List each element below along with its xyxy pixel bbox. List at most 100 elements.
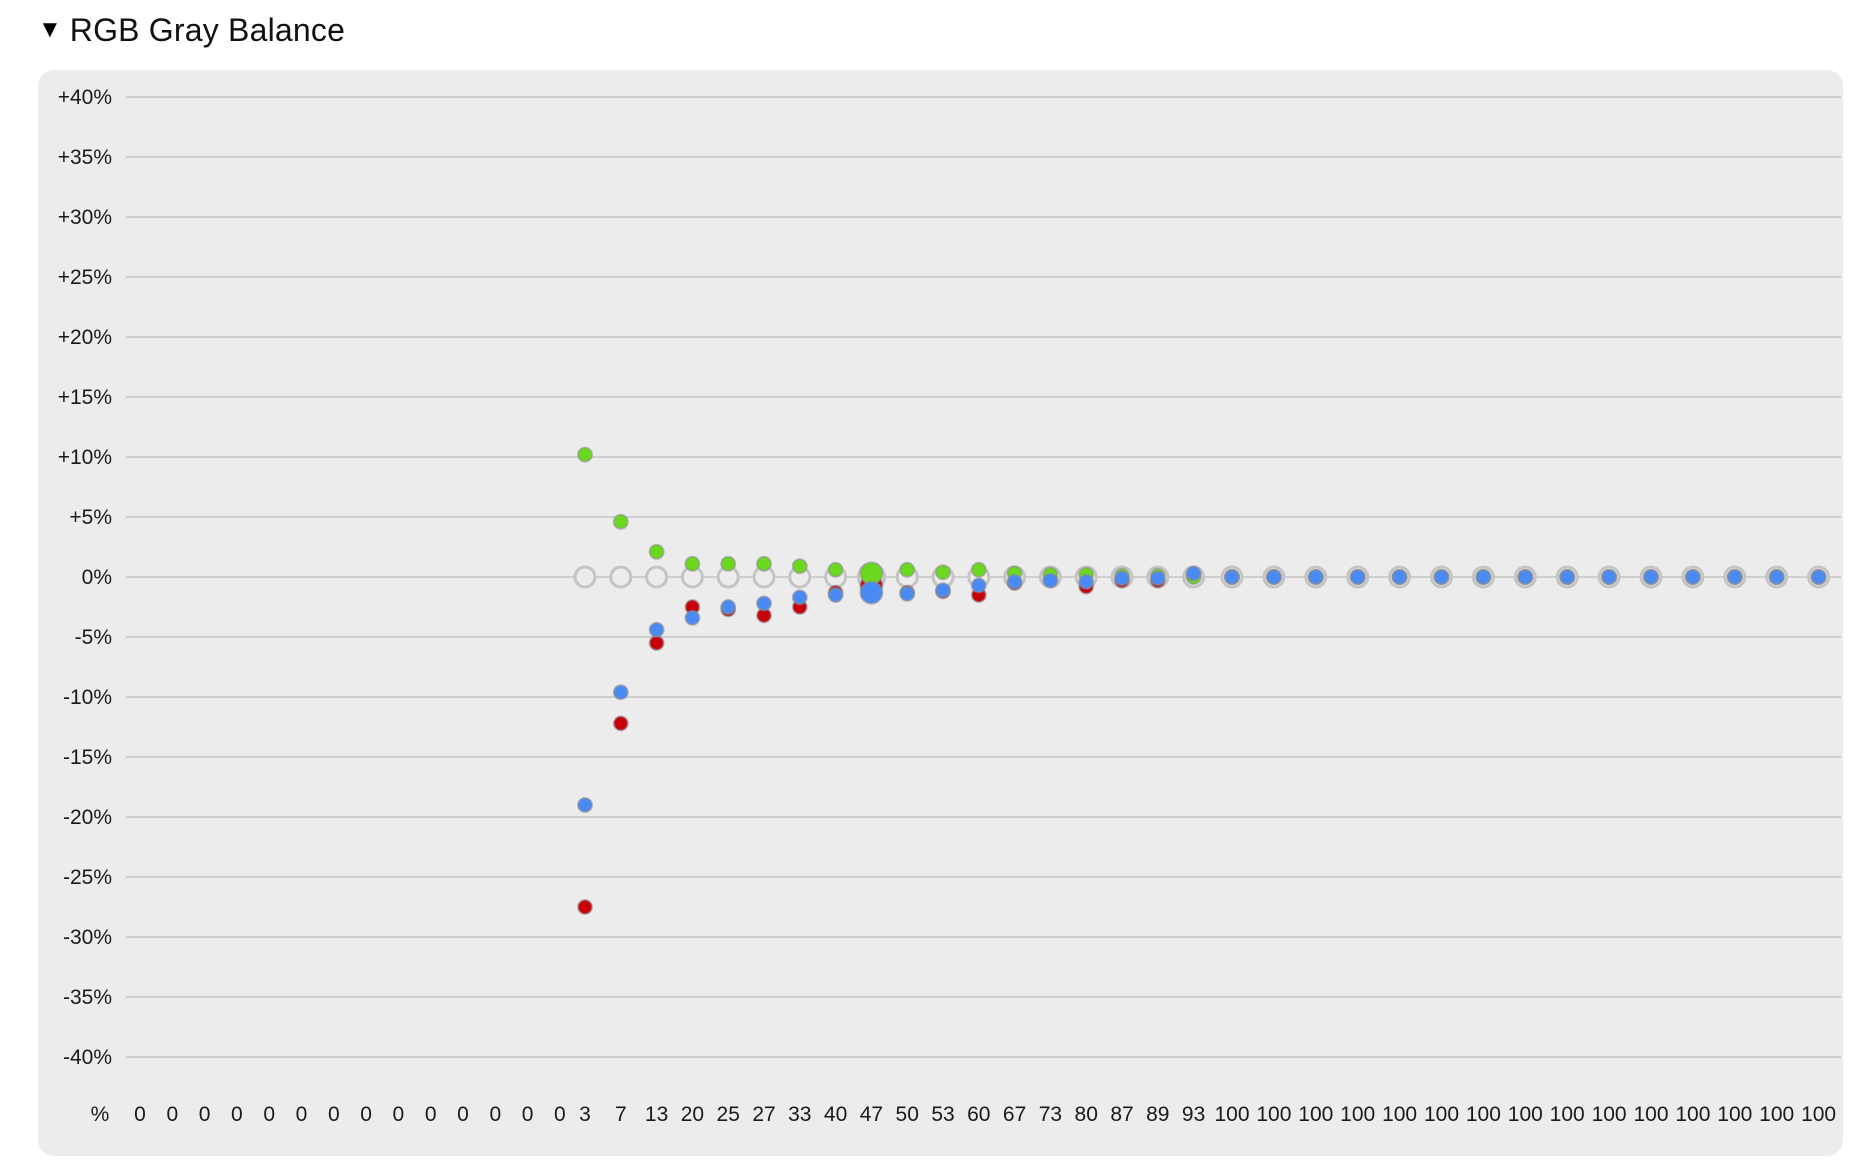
x-tick-label: 100 — [1717, 1103, 1752, 1126]
x-tick-label: 87 — [1110, 1103, 1133, 1126]
blue-point — [1078, 573, 1095, 590]
x-tick-label: 100 — [1382, 1103, 1417, 1126]
x-tick-label: 67 — [1003, 1103, 1026, 1126]
x-tick-label: 100 — [1214, 1103, 1249, 1126]
x-tick-label: 100 — [1508, 1103, 1543, 1126]
green-point — [899, 561, 916, 578]
blue-point — [1006, 573, 1023, 590]
x-tick-label: 0 — [393, 1103, 405, 1126]
green-point — [827, 561, 844, 578]
green-point — [935, 564, 951, 581]
x-tick-label: 100 — [1298, 1103, 1333, 1126]
x-tick-label: 89 — [1146, 1103, 1169, 1126]
blue-point — [1475, 569, 1492, 585]
x-tick-label: 93 — [1182, 1103, 1205, 1126]
x-tick-label: 100 — [1592, 1103, 1627, 1126]
green-point — [970, 561, 987, 578]
green-point — [684, 555, 701, 572]
x-tick-label: 20 — [681, 1103, 704, 1126]
blue-point — [756, 595, 772, 612]
x-tick-label: 3 — [579, 1103, 591, 1126]
x-tick-label: 25 — [717, 1103, 740, 1126]
chart-panel: +40% +35% +30% +25% +20% +15% +10% +5% 0% -5% -10%… — [38, 70, 1843, 1156]
blue-point — [1042, 572, 1059, 589]
y-tick-label: -10% — [63, 686, 112, 709]
x-tick-label: 0 — [328, 1103, 340, 1126]
y-tick-label: +10% — [58, 446, 112, 469]
y-tick-label: -20% — [63, 806, 112, 829]
green-point — [756, 555, 772, 572]
green-point — [720, 555, 737, 572]
y-tick-label: -15% — [63, 746, 112, 769]
x-tick-label: 0 — [231, 1103, 243, 1126]
reference-point — [645, 565, 669, 589]
x-tick-label: 100 — [1801, 1103, 1836, 1126]
y-tick-label: +5% — [69, 506, 112, 529]
green-point — [612, 513, 629, 530]
blue-point — [935, 582, 951, 599]
reference-point — [573, 565, 597, 589]
x-tick-label: 7 — [615, 1103, 627, 1126]
x-tick-label: 100 — [1759, 1103, 1794, 1126]
x-tick-label: 0 — [263, 1103, 275, 1126]
blue-point — [1433, 569, 1450, 585]
blue-point — [1149, 570, 1166, 587]
blue-point — [1768, 569, 1785, 585]
y-tick-label: +40% — [58, 86, 112, 109]
x-tick-label: 60 — [967, 1103, 990, 1126]
blue-point — [1349, 569, 1366, 585]
x-tick-label: 0 — [296, 1103, 308, 1126]
x-tick-label: 53 — [931, 1103, 954, 1126]
x-tick-label: 0 — [425, 1103, 437, 1126]
x-tick-label: 40 — [824, 1103, 847, 1126]
blue-point — [1559, 569, 1576, 585]
x-tick-label: 0 — [554, 1103, 566, 1126]
blue-point — [1517, 569, 1534, 585]
x-unit-label: % — [91, 1103, 110, 1126]
x-tick-label: 47 — [860, 1103, 883, 1126]
y-tick-label: +20% — [58, 326, 112, 349]
x-tick-label: 73 — [1039, 1103, 1062, 1126]
x-tick-label: 0 — [134, 1103, 146, 1126]
section-title: RGB Gray Balance — [69, 11, 346, 48]
x-tick-label: 100 — [1256, 1103, 1291, 1126]
blue-point — [1601, 569, 1618, 585]
green-point — [648, 543, 665, 560]
gray-balance-chart: +40% +35% +30% +25% +20% +15% +10% +5% 0% -5% -10%… — [58, 86, 1841, 1126]
blue-point — [970, 577, 987, 594]
blue-point — [1185, 565, 1202, 582]
x-tick-label: 100 — [1550, 1103, 1585, 1126]
blue-point — [684, 609, 701, 626]
x-tick-label: 0 — [360, 1103, 372, 1126]
blue-point — [1265, 569, 1282, 585]
green-point — [577, 446, 593, 463]
blue-point — [1810, 569, 1827, 585]
y-tick-label: 0% — [82, 566, 112, 589]
x-tick-label: 0 — [166, 1103, 178, 1126]
x-tick-label: 0 — [489, 1103, 501, 1126]
blue-point — [648, 621, 665, 638]
blue-point — [1684, 569, 1701, 585]
x-tick-label: 27 — [752, 1103, 775, 1126]
y-tick-label: -35% — [63, 986, 112, 1009]
y-tick-label: -5% — [75, 626, 112, 649]
blue-point — [1224, 569, 1240, 585]
x-tick-label: 33 — [788, 1103, 811, 1126]
x-tick-label: 100 — [1633, 1103, 1668, 1126]
y-tick-label: -25% — [63, 866, 112, 889]
x-tick-label: 80 — [1075, 1103, 1098, 1126]
x-tick-label: 100 — [1675, 1103, 1710, 1126]
x-tick-label: 100 — [1424, 1103, 1459, 1126]
triangle-down-icon[interactable]: ▼ — [38, 16, 62, 43]
y-tick-label: -30% — [63, 926, 112, 949]
section-toggle[interactable]: ▼ RGB Gray Balance — [38, 8, 345, 52]
red-point — [612, 715, 629, 732]
blue-point — [612, 684, 629, 701]
blue-point — [1643, 569, 1659, 585]
y-tick-label: +30% — [58, 206, 112, 229]
x-tick-label: 13 — [645, 1103, 668, 1126]
blue-point — [1726, 569, 1743, 585]
x-tick-label: 0 — [199, 1103, 211, 1126]
red-point — [577, 899, 593, 915]
blue-point — [1307, 569, 1324, 585]
